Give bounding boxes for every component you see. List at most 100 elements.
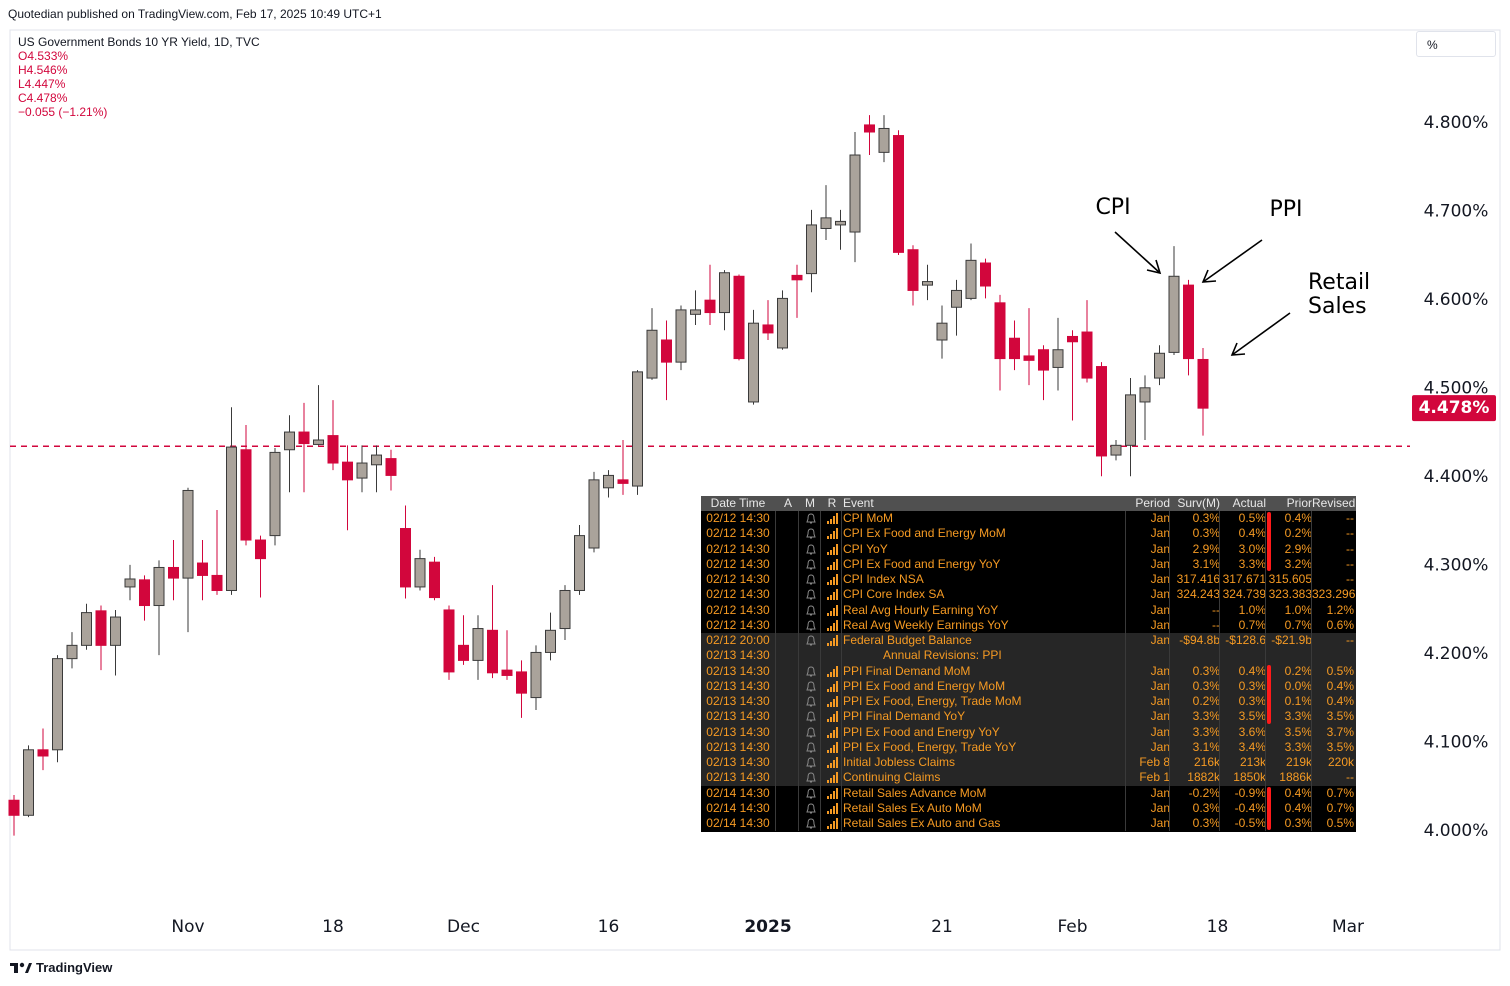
candle-body [1081,331,1093,379]
relevance-icon [827,696,838,707]
cell-prior: -$21.9b [1271,633,1312,647]
grid-divider [820,800,821,816]
bell-icon[interactable] [805,696,817,708]
candle-body [922,281,933,286]
candle-body [1096,366,1107,457]
cell-revised: 0.4% [1326,694,1354,708]
cell-revised: 0.4% [1326,678,1354,693]
relevance-icon [827,574,838,585]
grid-divider [820,770,821,786]
bell-icon[interactable] [805,543,817,556]
cell-time: 02/12 14:30 [706,602,770,617]
cell-revised: -- [1346,770,1354,785]
grid-divider [775,800,776,816]
annotation: PPI [1269,198,1302,222]
bell-icon[interactable] [805,803,817,815]
bell-icon[interactable] [805,742,817,754]
candle-body [400,528,411,588]
bell-icon[interactable] [805,681,817,693]
candle-body [646,329,658,379]
grid-divider [798,755,799,771]
candle-body [806,224,817,275]
cell-period: Jan [1150,541,1170,556]
relevance-icon [827,635,838,646]
bell-icon[interactable] [805,559,817,571]
bell-icon[interactable] [805,711,817,723]
bell-icon[interactable] [805,787,817,800]
grid-divider [775,572,776,588]
grid-divider [820,816,821,832]
cell-time: 02/13 14:30 [706,739,770,754]
candle-body [864,124,875,133]
bell-icon[interactable] [805,589,817,601]
grid-divider [820,633,821,649]
cell-event: Retail Sales Ex Auto and Gas [843,816,1001,830]
cell-prior: 219k [1285,755,1312,769]
bell-icon[interactable] [805,818,817,830]
cell-time: 02/12 14:30 [706,617,770,632]
grid-divider [841,663,842,679]
cell-revised: -- [1346,556,1354,571]
bell-icon[interactable] [805,772,817,784]
cell-time: 02/13 14:30 [706,709,770,724]
cell-time: 02/14 14:30 [706,800,770,815]
bell-icon[interactable] [805,513,817,525]
cell-survey: 3.1% [1192,556,1220,571]
bell-icon[interactable] [805,726,817,739]
candle-body [1125,394,1136,446]
scale-button[interactable]: % [1416,31,1496,57]
cell-prior: 3.3% [1284,709,1312,724]
candle-body [1052,349,1064,368]
arrow [1114,231,1161,274]
cell-revised: 3.5% [1326,739,1354,754]
y-tick-label: 4.000% [1424,821,1489,841]
grid-divider [775,587,776,603]
annotation-text: Retail Sales [1308,271,1371,319]
economic-calendar-table: Date Time A M R Event Period Surv(M) Actual Prio… [701,496,1356,832]
grid-divider [798,694,799,710]
column-header: R [827,496,837,510]
grid-divider [820,572,821,588]
grid-divider [798,800,799,816]
cell-revised: 323.296 [1312,587,1356,602]
cell-prior: 0.7% [1284,617,1312,632]
grid-divider [841,785,842,801]
cell-prior: 315.605 [1268,572,1312,586]
bell-icon[interactable] [805,528,817,540]
relevance-icon [827,741,838,753]
cell-actual: 3.3% [1238,556,1266,571]
bell-icon[interactable] [805,620,817,632]
relevance-icon [827,528,838,540]
bell-icon[interactable] [805,574,817,586]
candle-body [182,489,194,579]
grid-divider [841,572,842,588]
candle-body [936,322,948,341]
cell-time: 02/13 14:30 [706,648,770,663]
candle-body [820,217,832,229]
bell-icon[interactable] [805,665,817,678]
table-row: 02/13 14:30 Continuing Claims Feb 1 1882k 18… [701,770,1356,786]
grid-divider [820,785,821,801]
bell-icon[interactable] [805,757,817,769]
grid-divider [798,556,799,572]
candle-body [327,435,339,464]
footer-logo: TradingView [10,960,112,975]
candle-body [66,644,78,660]
bell-icon[interactable] [805,635,817,647]
grid-divider [775,709,776,725]
cell-actual: 324.739 [1222,587,1266,602]
cell-time: 02/14 14:30 [706,816,770,830]
cell-time: 02/13 14:30 [706,770,770,785]
cell-event: CPI MoM [843,511,894,525]
grid-divider [775,755,776,771]
cell-period: Jan [1150,663,1170,678]
legend-value: −0.055 (−1.21%) [18,105,108,119]
grid-divider [841,709,842,725]
cell-survey: 0.3% [1192,663,1220,678]
candle-body [545,629,556,653]
cell-time: 02/12 14:30 [706,587,770,602]
legend-value: L4.447% [18,77,66,91]
cell-period: Jan [1150,587,1170,602]
cell-event: Retail Sales Ex Auto MoM [843,800,982,815]
bell-icon[interactable] [805,604,817,617]
